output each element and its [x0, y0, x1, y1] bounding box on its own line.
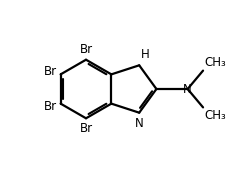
Text: N: N	[183, 82, 192, 96]
Text: H: H	[140, 48, 149, 61]
Text: N: N	[135, 117, 144, 130]
Text: Br: Br	[44, 100, 57, 112]
Text: Br: Br	[80, 43, 92, 56]
Text: CH₃: CH₃	[204, 109, 226, 122]
Text: Br: Br	[44, 66, 57, 78]
Text: CH₃: CH₃	[204, 56, 226, 69]
Text: Br: Br	[80, 122, 92, 135]
